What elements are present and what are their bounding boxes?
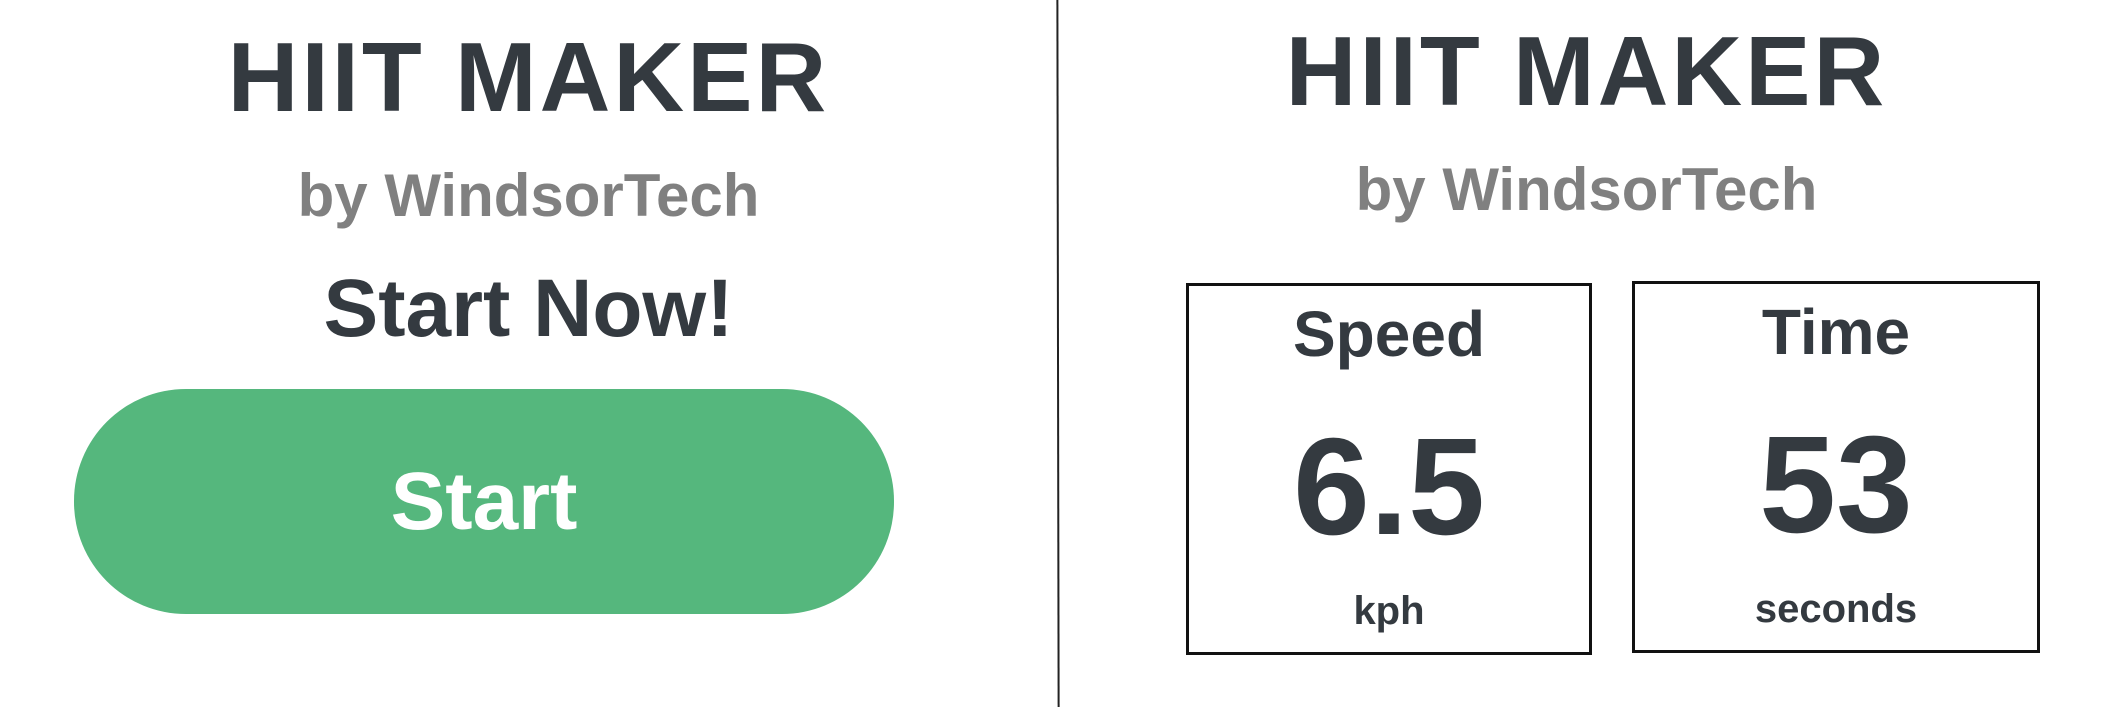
start-button[interactable]: Start <box>74 389 894 614</box>
speed-value: 6.5 <box>1293 410 1485 564</box>
speed-card: Speed 6.5 kph <box>1186 283 1592 655</box>
app-subtitle: by WindsorTech <box>297 162 760 229</box>
speed-label: Speed <box>1292 298 1486 370</box>
start-now-heading: Start Now! <box>323 263 734 354</box>
time-unit: seconds <box>1754 587 1918 631</box>
time-label: Time <box>1761 296 1911 368</box>
speed-unit: kph <box>1353 589 1425 633</box>
time-card: Time 53 seconds <box>1632 281 2040 653</box>
workout-screen: HIIT MAKER by WindsorTech Speed 6.5 kph … <box>1062 0 2111 707</box>
start-screen: HIIT MAKER by WindsorTech Start Now! Sta… <box>74 22 894 614</box>
app-subtitle: by WindsorTech <box>1355 156 1818 223</box>
app-title: HIIT MAKER <box>1285 16 1888 126</box>
time-value: 53 <box>1759 408 1913 562</box>
app-title: HIIT MAKER <box>227 22 830 132</box>
panel-divider <box>1056 0 1060 707</box>
